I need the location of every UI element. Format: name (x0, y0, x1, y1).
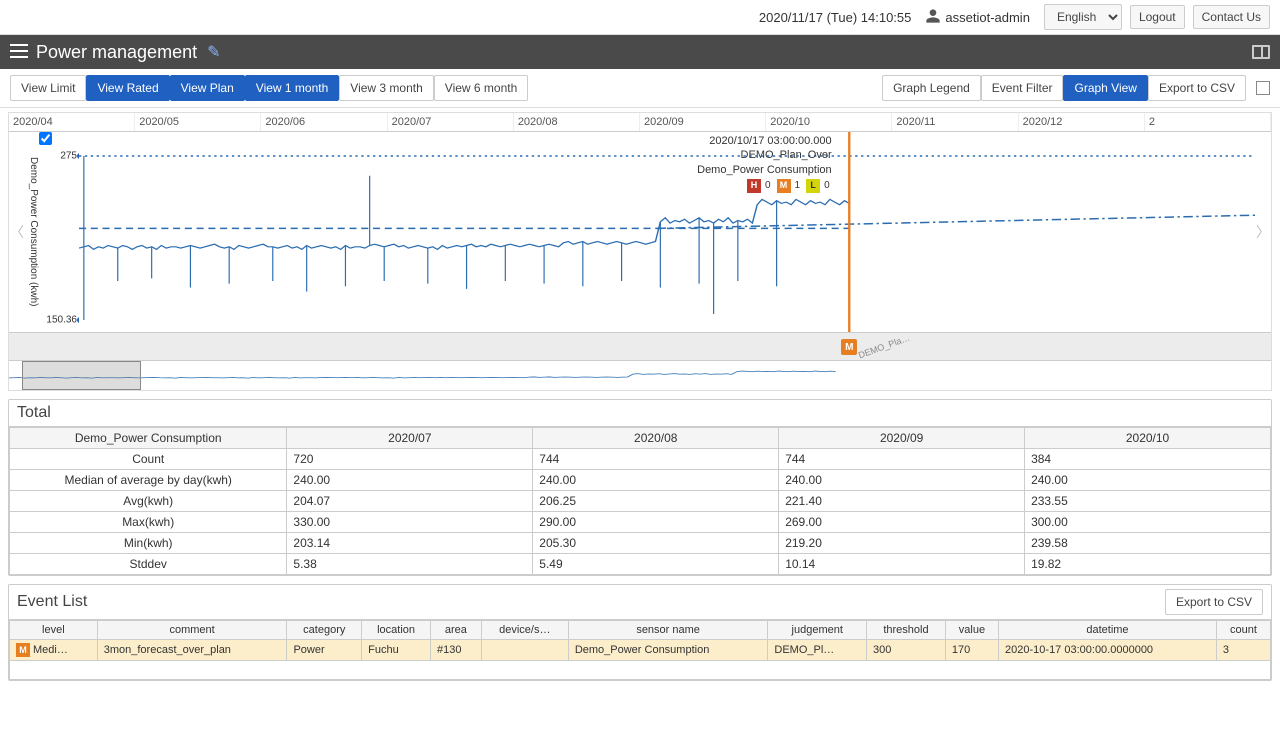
topbar: 2020/11/17 (Tue) 14:10:55 assetiot-admin… (0, 0, 1280, 35)
contact-button[interactable]: Contact Us (1193, 5, 1270, 29)
month-cell: 2020/08 (514, 113, 640, 131)
logout-button[interactable]: Logout (1130, 5, 1185, 29)
chart-panel: 2020/042020/052020/062020/072020/082020/… (8, 112, 1272, 391)
toolbar: View LimitView RatedView PlanView 1 mont… (0, 69, 1280, 108)
layout-icon[interactable] (1252, 45, 1270, 59)
menu-icon[interactable] (10, 44, 28, 61)
tool-btn-export-to-csv[interactable]: Export to CSV (1148, 75, 1246, 101)
view-btn-view-1-month[interactable]: View 1 month (245, 75, 340, 101)
month-cell: 2 (1145, 113, 1271, 131)
view-btn-view-plan[interactable]: View Plan (170, 75, 245, 101)
chart-overview[interactable] (9, 360, 1271, 390)
edit-icon[interactable]: ✎ (207, 42, 220, 62)
event-list-title: Event List (17, 593, 87, 611)
badge-h-icon: H (747, 179, 761, 193)
month-cell: 2020/09 (640, 113, 766, 131)
month-cell: 2020/12 (1019, 113, 1145, 131)
event-export-button[interactable]: Export to CSV (1165, 589, 1263, 615)
month-cell: 2020/07 (388, 113, 514, 131)
user-block: assetiot-admin (925, 8, 1030, 27)
level-badge-icon: M (16, 643, 30, 657)
y-axis-ticks: 275 150.36 (39, 132, 79, 332)
event-table: levelcommentcategorylocationareadevice/s… (9, 620, 1271, 680)
event-list-panel: Event List Export to CSV levelcommentcat… (8, 584, 1272, 681)
tool-btn-graph-legend[interactable]: Graph Legend (882, 75, 981, 101)
event-row-empty (10, 661, 1271, 680)
language-select[interactable]: English (1044, 4, 1122, 30)
table-row: Count720744744384 (10, 449, 1271, 470)
badge-m-icon: M (777, 179, 791, 193)
table-row: Min(kwh)203.14205.30219.20239.58 (10, 533, 1271, 554)
tool-btn-event-filter[interactable]: Event Filter (981, 75, 1064, 101)
event-marker[interactable]: M (841, 339, 857, 355)
month-cell: 2020/11 (892, 113, 1018, 131)
titlebar: Power management ✎ (0, 35, 1280, 69)
total-panel: Total Demo_Power Consumption2020/072020/… (8, 399, 1272, 576)
table-row: Stddev5.385.4910.1419.82 (10, 554, 1271, 575)
table-row: Max(kwh)330.00290.00269.00300.00 (10, 512, 1271, 533)
toolbar-checkbox[interactable] (1256, 81, 1270, 95)
event-row[interactable]: MMedi…3mon_forecast_over_planPowerFuchu#… (10, 640, 1271, 661)
month-axis: 2020/042020/052020/062020/072020/082020/… (9, 113, 1271, 132)
table-row: Avg(kwh)204.07206.25221.40233.55 (10, 491, 1271, 512)
page-title: Power management (36, 42, 197, 63)
chart-annotation: 2020/10/17 03:00:00.000 DEMO_Plan_Over D… (697, 134, 832, 193)
series-toggle[interactable] (39, 132, 52, 145)
month-cell: 2020/05 (135, 113, 261, 131)
month-cell: 2020/10 (766, 113, 892, 131)
total-title: Total (17, 404, 51, 422)
tool-btn-graph-view[interactable]: Graph View (1063, 75, 1147, 101)
event-marker-label: DEMO_Pla… (857, 333, 911, 361)
y-axis-label: Demo_Power Consumption (kwh) (25, 132, 39, 332)
view-btn-view-6-month[interactable]: View 6 month (434, 75, 529, 101)
user-icon (925, 8, 941, 27)
overview-selection[interactable] (22, 361, 142, 390)
view-btn-view-rated[interactable]: View Rated (86, 75, 169, 101)
view-btn-view-3-month[interactable]: View 3 month (339, 75, 434, 101)
chart-plot[interactable]: 2020/10/17 03:00:00.000 DEMO_Plan_Over D… (79, 132, 1255, 332)
username: assetiot-admin (945, 10, 1030, 25)
chart-svg (79, 132, 1255, 332)
clock: 2020/11/17 (Tue) 14:10:55 (759, 10, 912, 25)
view-btn-view-limit[interactable]: View Limit (10, 75, 86, 101)
month-cell: 2020/06 (261, 113, 387, 131)
chart-lower-strip: M DEMO_Pla… (9, 332, 1271, 360)
total-table: Demo_Power Consumption2020/072020/082020… (9, 427, 1271, 575)
table-row: Median of average by day(kwh)240.00240.0… (10, 470, 1271, 491)
chart-next[interactable]: 〉 (1255, 132, 1271, 332)
badge-l-icon: L (806, 179, 820, 193)
month-cell: 2020/04 (9, 113, 135, 131)
chart-prev[interactable]: 〈 (9, 132, 25, 332)
